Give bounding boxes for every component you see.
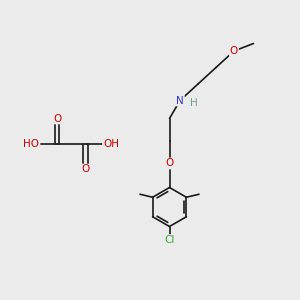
Text: H: H bbox=[190, 98, 197, 109]
Text: O: O bbox=[81, 164, 90, 175]
Text: O: O bbox=[53, 113, 61, 124]
Text: O: O bbox=[165, 158, 174, 169]
Text: Cl: Cl bbox=[164, 235, 175, 245]
Text: N: N bbox=[176, 95, 184, 106]
Text: O: O bbox=[230, 46, 238, 56]
Text: OH: OH bbox=[103, 139, 119, 149]
Text: HO: HO bbox=[23, 139, 40, 149]
